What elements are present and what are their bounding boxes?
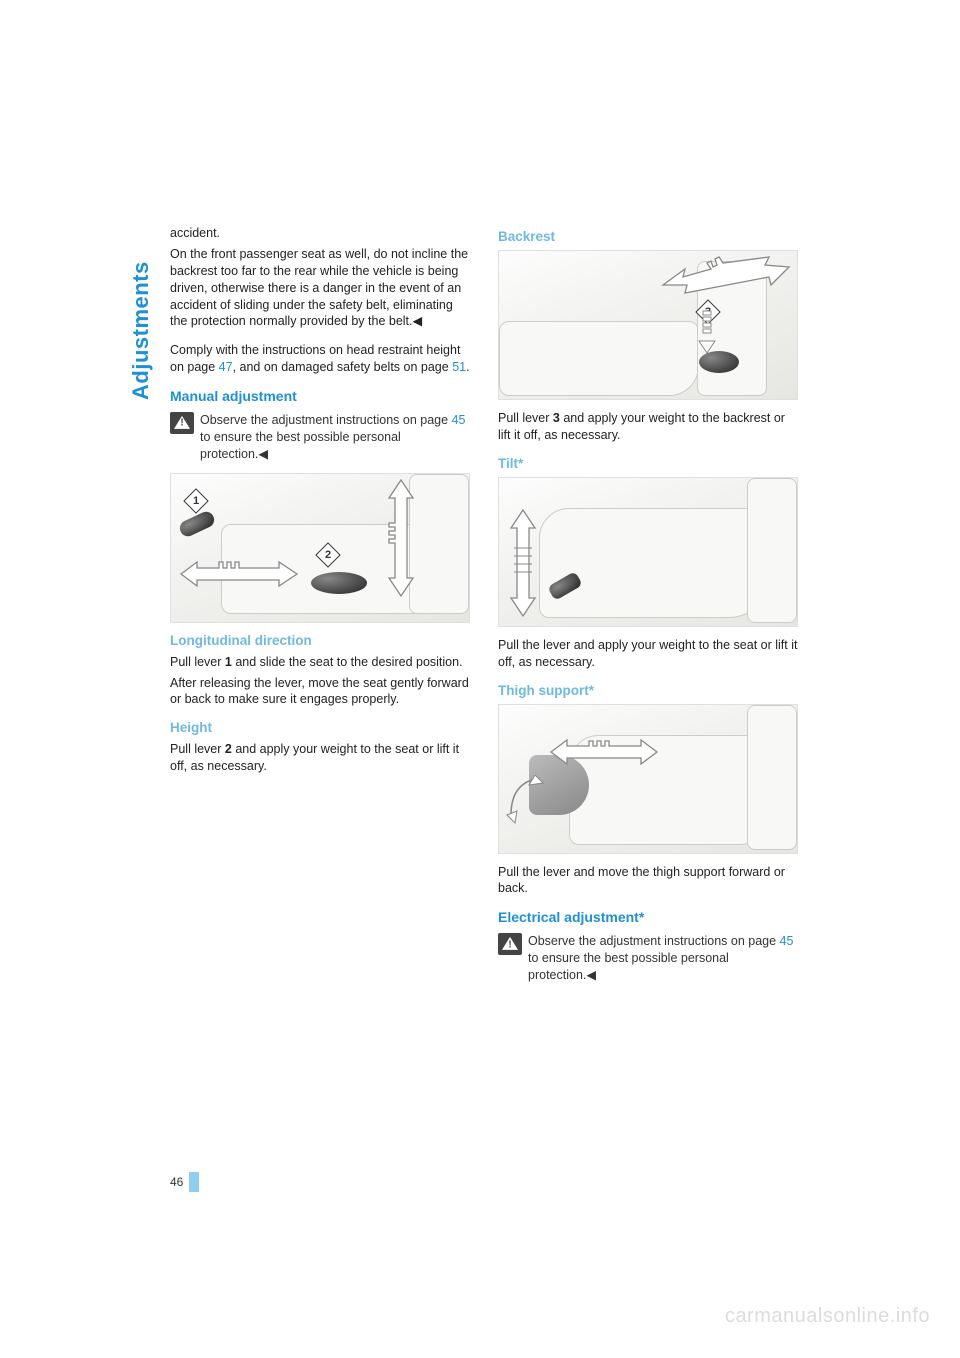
long-p2: After releasing the lever, move the seat… xyxy=(170,675,470,709)
warning-manual: Observe the adjustment instructions on p… xyxy=(170,412,470,463)
backrest-block: Pull lever 3 and apply your weight to th… xyxy=(498,410,798,444)
warn-m-t1: Observe the adjustment instructions on p… xyxy=(200,413,452,427)
warn-e-t2: to ensure the best possible personal pro… xyxy=(528,951,729,982)
arrow-vertical-icon xyxy=(381,478,421,598)
sidebar-section-label: Adjustments xyxy=(128,261,154,400)
warning-manual-text: Observe the adjustment instructions on p… xyxy=(200,412,470,463)
heading-thigh: Thigh support* xyxy=(498,683,798,698)
warning-icon xyxy=(498,933,522,955)
height-block: Pull lever 2 and apply your weight to th… xyxy=(170,741,470,775)
intro-line1: accident. xyxy=(170,225,470,242)
left-column: accident. On the front passenger seat as… xyxy=(170,225,470,994)
page-content: accident. On the front passenger seat as… xyxy=(170,225,800,994)
end-marker: ◀ xyxy=(413,314,423,328)
page-link-51[interactable]: 51 xyxy=(452,360,466,374)
thigh-p: Pull the lever and move the thigh suppor… xyxy=(498,864,798,898)
tilt-block: Pull the lever and apply your weight to … xyxy=(498,637,798,671)
longitudinal-block: Pull lever 1 and slide the seat to the d… xyxy=(170,654,470,709)
intro-para: On the front passenger seat as well, do … xyxy=(170,246,470,330)
heading-tilt: Tilt* xyxy=(498,456,798,471)
end-marker: ◀ xyxy=(586,968,596,982)
comply-text: Comply with the instructions on head res… xyxy=(170,342,470,376)
warn-m-t2: to ensure the best possible personal pro… xyxy=(200,430,401,461)
comply-block: Comply with the instructions on head res… xyxy=(170,342,470,376)
watermark: carmanualsonline.info xyxy=(725,1305,930,1328)
heading-height: Height xyxy=(170,720,470,735)
arrow-short-v-icon xyxy=(695,305,719,359)
thigh-block: Pull the lever and move the thigh suppor… xyxy=(498,864,798,898)
warn-e-t1: Observe the adjustment instructions on p… xyxy=(528,934,780,948)
page-link-45a[interactable]: 45 xyxy=(452,413,466,427)
heading-manual-adjustment: Manual adjustment xyxy=(170,388,470,404)
intro-para-text: On the front passenger seat as well, do … xyxy=(170,247,468,329)
heading-electrical: Electrical adjustment* xyxy=(498,909,798,925)
arrow-thigh-h-icon xyxy=(549,735,659,769)
intro-block: accident. On the front passenger seat as… xyxy=(170,225,470,330)
heading-longitudinal: Longitudinal direction xyxy=(170,633,470,648)
figure-tilt xyxy=(498,477,798,627)
right-column: Backrest 3 Pull lever 3 and apply your w… xyxy=(498,225,798,994)
page-tab-icon xyxy=(189,1172,199,1192)
arrow-tilt-v-icon xyxy=(505,508,541,618)
backrest-p: Pull lever 3 and apply your weight to th… xyxy=(498,410,798,444)
page-link-45b[interactable]: 45 xyxy=(780,934,794,948)
badge-1: 1 xyxy=(183,488,208,513)
warning-electrical-text: Observe the adjustment instructions on p… xyxy=(528,933,798,984)
warning-icon xyxy=(170,412,194,434)
height-p1: Pull lever 2 and apply your weight to th… xyxy=(170,741,470,775)
comply-t3: . xyxy=(466,360,469,374)
heading-backrest: Backrest xyxy=(498,229,798,244)
arrow-horizontal-icon xyxy=(179,554,299,594)
arrow-curve-icon xyxy=(505,775,545,825)
figure-backrest: 3 xyxy=(498,250,798,400)
long-p1: Pull lever 1 and slide the seat to the d… xyxy=(170,654,470,671)
page-number-text: 46 xyxy=(170,1175,183,1189)
page-number: 46 xyxy=(170,1172,199,1192)
end-marker: ◀ xyxy=(258,447,268,461)
warning-electrical: Observe the adjustment instructions on p… xyxy=(498,933,798,984)
comply-t2: , and on damaged safety belts on page xyxy=(233,360,453,374)
page-link-47[interactable]: 47 xyxy=(219,360,233,374)
figure-thigh xyxy=(498,704,798,854)
figure-longitudinal-height: 1 2 xyxy=(170,473,470,623)
tilt-p: Pull the lever and apply your weight to … xyxy=(498,637,798,671)
arrow-tilt-icon xyxy=(661,255,791,305)
